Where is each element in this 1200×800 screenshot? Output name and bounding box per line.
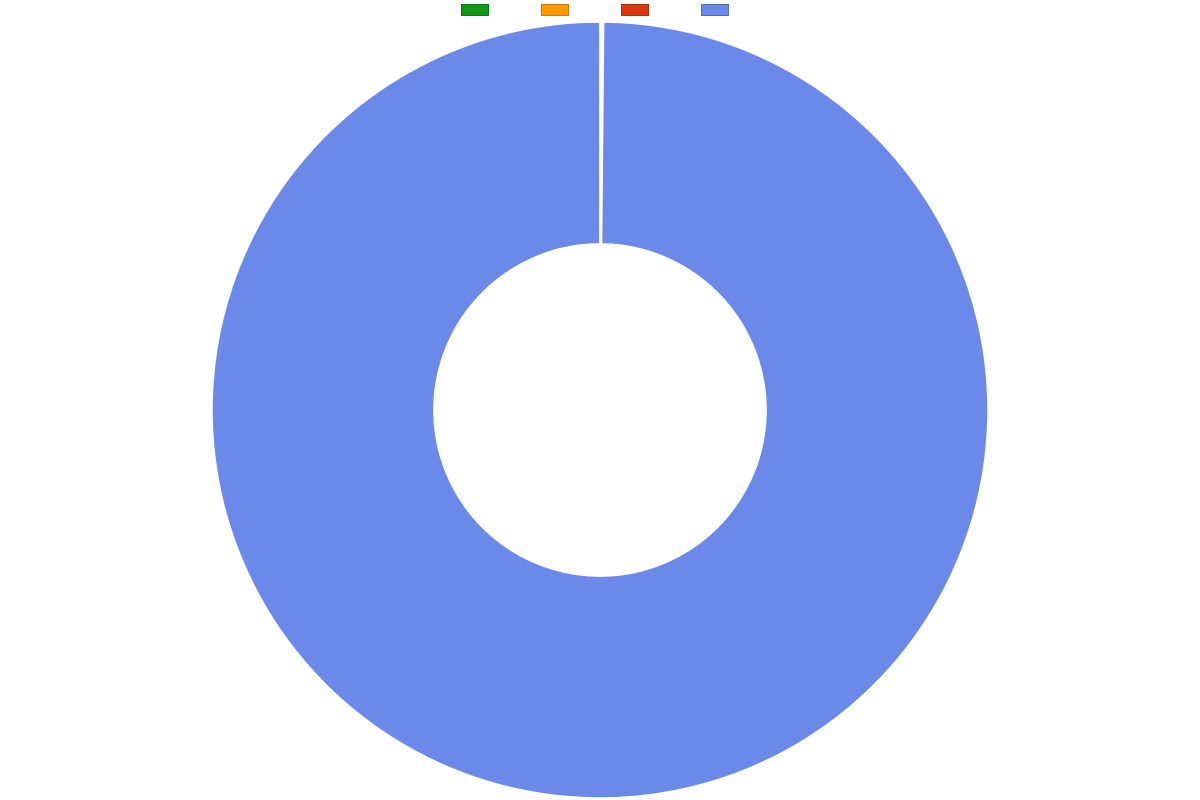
legend-label-3 bbox=[735, 4, 739, 16]
legend-item-2 bbox=[621, 4, 659, 16]
donut-chart bbox=[212, 22, 988, 798]
donut-chart-container bbox=[212, 22, 988, 798]
legend-item-3 bbox=[701, 4, 739, 16]
legend-swatch-0 bbox=[461, 4, 489, 16]
legend-label-1 bbox=[575, 4, 579, 16]
legend-item-0 bbox=[461, 4, 499, 16]
chart-legend bbox=[0, 4, 1200, 16]
legend-swatch-1 bbox=[541, 4, 569, 16]
legend-swatch-2 bbox=[621, 4, 649, 16]
donut-hole bbox=[434, 244, 766, 576]
legend-swatch-3 bbox=[701, 4, 729, 16]
page-root bbox=[0, 0, 1200, 800]
legend-label-0 bbox=[495, 4, 499, 16]
legend-item-1 bbox=[541, 4, 579, 16]
legend-label-2 bbox=[655, 4, 659, 16]
